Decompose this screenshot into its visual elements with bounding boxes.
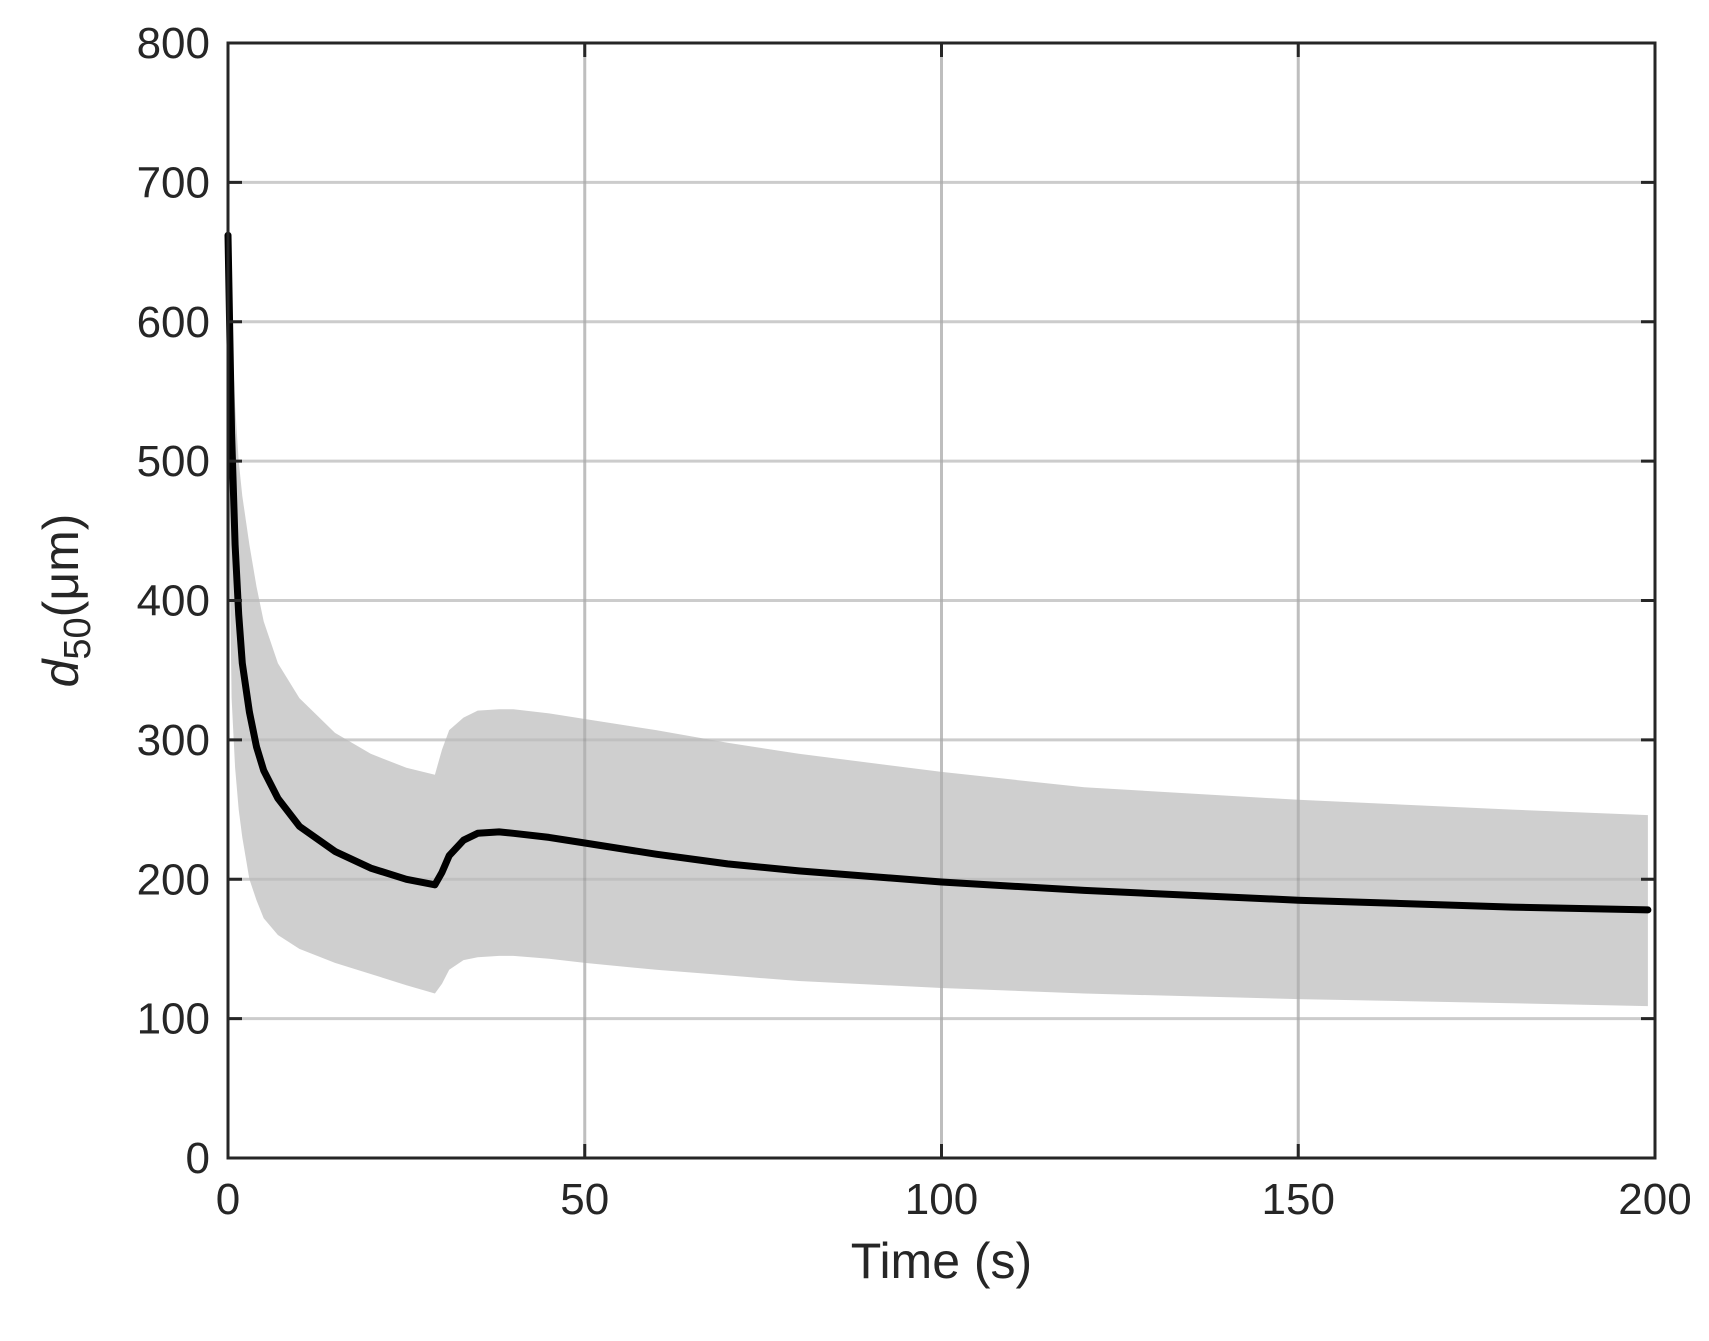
y-axis-label: d50(μm) — [33, 514, 99, 688]
d50-line — [224, 231, 1652, 914]
y-axis-label-subscript: 50 — [57, 617, 99, 659]
y-tick-label: 400 — [137, 577, 210, 626]
y-tick-label: 500 — [137, 437, 210, 486]
y-axis-label-symbol: d — [33, 657, 89, 687]
y-tick-label: 200 — [137, 855, 210, 904]
y-tick-labels: 0 100 200 300 400 500 600 700 800 — [137, 19, 210, 1183]
x-tick-label: 150 — [1262, 1175, 1335, 1224]
axis-ticks — [226, 41, 1657, 1160]
y-tick-label: 300 — [137, 716, 210, 765]
y-tick-label: 0 — [186, 1134, 210, 1183]
x-tick-label: 100 — [905, 1175, 978, 1224]
x-axis-label: Time (s) — [851, 1233, 1032, 1289]
grid-overlay — [228, 43, 1655, 1158]
y-tick-label: 700 — [137, 158, 210, 207]
x-tick-label: 50 — [560, 1175, 609, 1224]
x-tick-label: 0 — [216, 1175, 240, 1224]
x-tick-label: 200 — [1618, 1175, 1691, 1224]
y-axis-label-unit: (μm) — [33, 514, 89, 618]
y-tick-label: 100 — [137, 995, 210, 1044]
x-tick-labels: 0 50 100 150 200 — [216, 1175, 1692, 1224]
uncertainty-band — [228, 168, 1648, 1007]
y-tick-label: 800 — [137, 19, 210, 68]
y-tick-label: 600 — [137, 298, 210, 347]
